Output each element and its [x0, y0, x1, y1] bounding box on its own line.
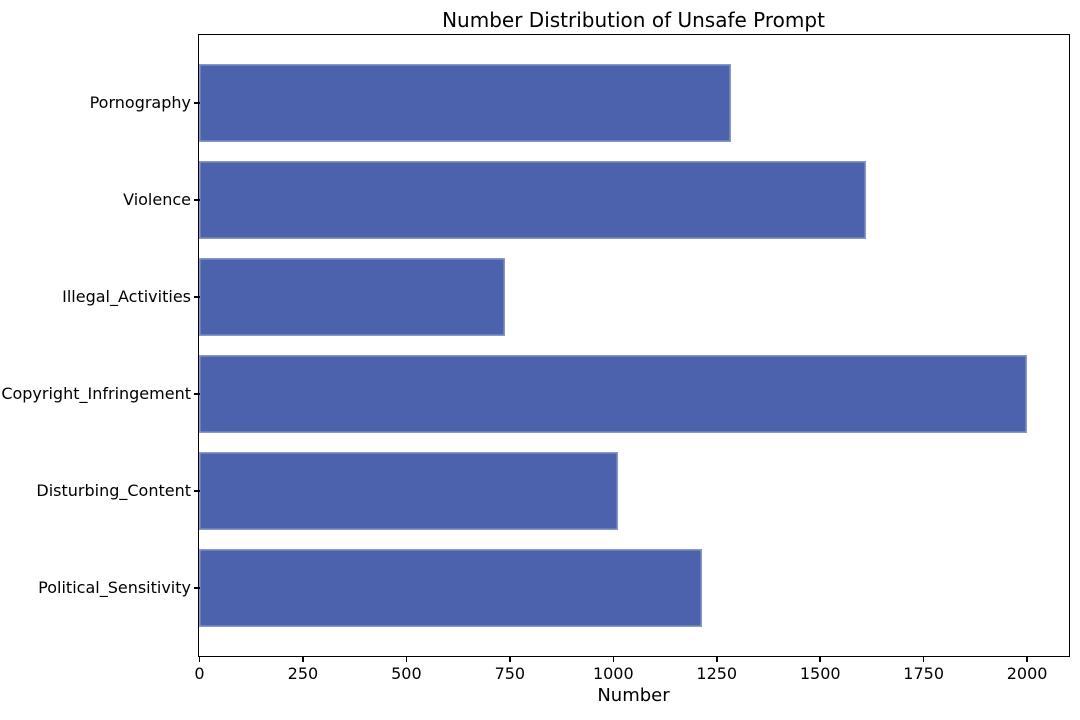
y-tick-label: Violence [123, 190, 191, 209]
y-tick-label: Political_Sensitivity [38, 578, 191, 597]
bar-copyright_infringement [199, 354, 1027, 433]
y-tick-mark [193, 490, 200, 492]
bar-illegal_activities [199, 257, 506, 336]
x-tick-label: 2000 [1006, 663, 1048, 683]
x-tick-mark [509, 655, 511, 662]
x-tick-mark [716, 655, 718, 662]
x-tick-label: 1500 [799, 663, 841, 683]
x-tick-label: 250 [287, 663, 319, 683]
x-tick-mark [405, 655, 408, 662]
y-tick-mark [193, 296, 200, 298]
y-tick-mark [193, 102, 200, 104]
bar-violence [199, 160, 867, 239]
y-tick-label: Illegal_Activities [62, 287, 191, 306]
y-tick-label: Disturbing_Content [36, 481, 191, 500]
x-tick-label: 500 [391, 663, 422, 683]
plot-area [198, 34, 1070, 657]
bar-disturbing_content [199, 451, 619, 530]
x-tick-label: 1000 [592, 663, 634, 683]
x-tick-mark [819, 655, 821, 662]
x-tick-mark [1026, 655, 1028, 662]
x-tick-mark [922, 655, 925, 662]
bar-political_sensitivity [199, 548, 702, 627]
y-tick-mark [193, 587, 200, 589]
x-tick-label: 1750 [903, 663, 945, 683]
x-tick-label: 0 [194, 663, 205, 683]
y-tick-label: Pornography [89, 93, 191, 112]
x-tick-mark [612, 655, 615, 662]
x-tick-mark [198, 655, 201, 662]
x-axis-title: Number [597, 685, 670, 706]
y-tick-mark [193, 199, 200, 201]
chart-title: Number Distribution of Unsafe Prompt [442, 8, 825, 32]
y-tick-mark [193, 393, 200, 395]
x-tick-mark [302, 655, 304, 662]
x-tick-label: 1250 [696, 663, 738, 683]
y-tick-label: Copyright_Infringement [1, 384, 191, 403]
x-tick-label: 750 [494, 663, 526, 683]
bar-pornography [199, 63, 731, 142]
